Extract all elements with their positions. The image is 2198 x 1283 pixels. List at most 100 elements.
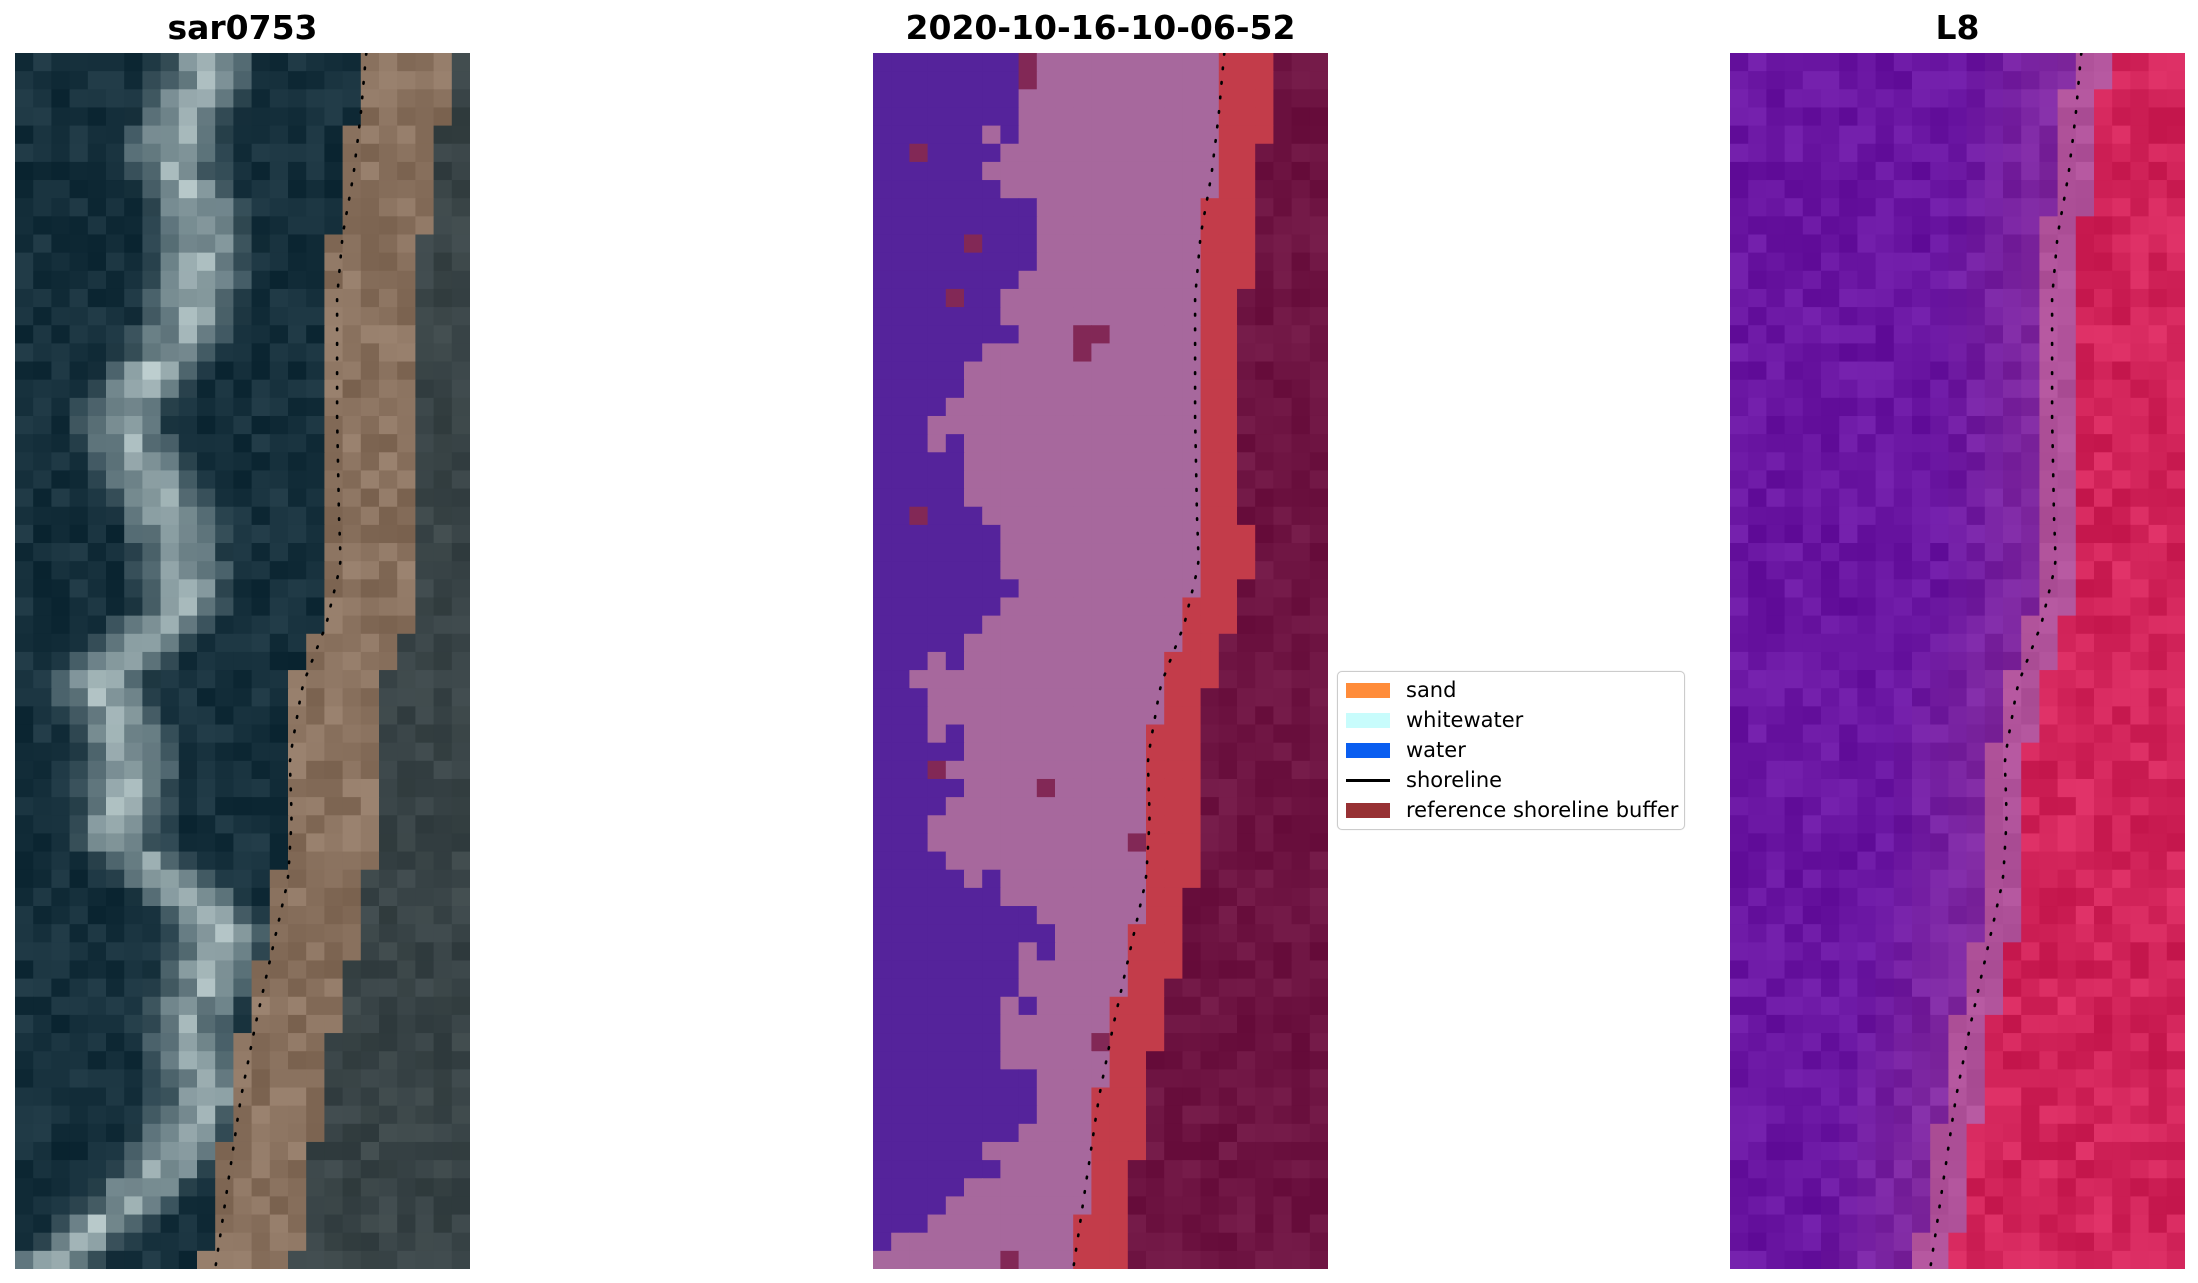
rgb-pixel [33, 234, 52, 254]
rgb-pixel [106, 1196, 125, 1216]
index-pixel [1802, 270, 1822, 290]
rgb-pixel [269, 760, 289, 780]
class-pixel [873, 851, 892, 871]
index-pixel [1839, 434, 1858, 453]
class-pixel [1218, 524, 1238, 544]
class-pixel [891, 415, 910, 435]
class-pixel [1146, 1141, 1165, 1161]
rgb-pixel [197, 833, 216, 853]
index-pixel [1984, 1105, 2004, 1125]
class-pixel [1073, 706, 1092, 726]
class-pixel [1291, 107, 1311, 127]
rgb-pixel [51, 670, 71, 689]
class-pixel [1309, 1250, 1328, 1269]
rgb-pixel [106, 415, 125, 435]
index-pixel [1930, 869, 1949, 889]
class-pixel [945, 906, 965, 925]
class-pixel [1309, 506, 1328, 526]
rgb-pixel [215, 1051, 234, 1070]
class-pixel [1291, 724, 1311, 744]
index-pixel [2075, 670, 2095, 689]
class-pixel [1255, 1250, 1274, 1269]
rgb-pixel [33, 1141, 52, 1161]
rgb-pixel [397, 325, 416, 344]
class-pixel [909, 143, 929, 163]
rgb-pixel [215, 361, 234, 381]
rgb-pixel [342, 1105, 362, 1125]
index-pixel [1984, 198, 2004, 217]
index-pixel [2021, 1178, 2040, 1197]
rgb-pixel [379, 325, 398, 344]
rgb-pixel [15, 89, 34, 109]
rgb-pixel [360, 815, 380, 835]
index-pixel [1875, 1014, 1895, 1034]
class-pixel [873, 760, 892, 780]
rgb-pixel [397, 1123, 416, 1143]
rgb-pixel [251, 924, 271, 943]
index-pixel [2003, 198, 2022, 217]
rgb-pixel [69, 1160, 89, 1179]
class-pixel [1109, 452, 1129, 472]
class-pixel [1073, 161, 1092, 181]
class-pixel [1109, 488, 1129, 508]
index-pixel [1857, 906, 1877, 925]
rgb-pixel [233, 670, 253, 689]
class-pixel [1109, 561, 1129, 580]
index-pixel [1730, 288, 1749, 308]
class-pixel [873, 434, 892, 453]
index-pixel [1839, 234, 1858, 254]
index-pixel [2021, 361, 2040, 381]
class-pixel [1200, 379, 1220, 399]
rgb-pixel [451, 869, 470, 889]
class-pixel [891, 325, 910, 344]
class-pixel [945, 524, 965, 544]
class-pixel [1164, 1160, 1183, 1179]
index-pixel [2075, 778, 2095, 798]
class-pixel [1073, 851, 1092, 871]
index-pixel [2039, 1069, 2059, 1089]
rgb-pixel [15, 706, 34, 726]
class-pixel [1182, 651, 1202, 671]
class-pixel [1291, 1232, 1311, 1252]
rgb-pixel [142, 924, 162, 943]
class-pixel [1182, 815, 1202, 835]
index-pixel [1930, 307, 1949, 326]
rgb-pixel [51, 161, 71, 181]
class-pixel [1000, 1214, 1020, 1234]
index-pixel [2112, 270, 2131, 290]
rgb-pixel [269, 615, 289, 635]
class-pixel [1200, 924, 1220, 943]
index-pixel [2075, 924, 2095, 943]
rgb-pixel [69, 1214, 89, 1234]
rgb-pixel [15, 742, 34, 762]
index-pixel [2057, 488, 2077, 508]
index-pixel [2075, 833, 2095, 853]
class-pixel [1291, 1178, 1311, 1197]
index-pixel [1966, 633, 1986, 653]
class-pixel [1127, 942, 1147, 962]
index-pixel [1984, 851, 2004, 871]
rgb-pixel [124, 851, 143, 871]
rgb-pixel [106, 325, 125, 344]
class-pixel [964, 724, 983, 744]
index-pixel [2075, 615, 2095, 635]
rgb-pixel [69, 53, 89, 72]
rgb-pixel [251, 1087, 271, 1107]
rgb-pixel [106, 651, 125, 671]
class-pixel [1291, 942, 1311, 962]
index-pixel [1966, 216, 1986, 236]
rgb-pixel [233, 1105, 253, 1125]
index-pixel [1930, 706, 1949, 726]
class-pixel [1036, 143, 1056, 163]
rgb-pixel [251, 815, 271, 835]
index-pixel [1766, 1014, 1786, 1034]
class-pixel [1109, 579, 1129, 599]
index-pixel [1802, 851, 1822, 871]
rgb-pixel [142, 1214, 162, 1234]
class-pixel [1164, 488, 1183, 508]
class-pixel [1291, 361, 1311, 381]
rgb-pixel [415, 343, 435, 363]
rgb-pixel [233, 1123, 253, 1143]
class-pixel [1182, 760, 1202, 780]
index-pixel [1948, 1033, 1968, 1052]
